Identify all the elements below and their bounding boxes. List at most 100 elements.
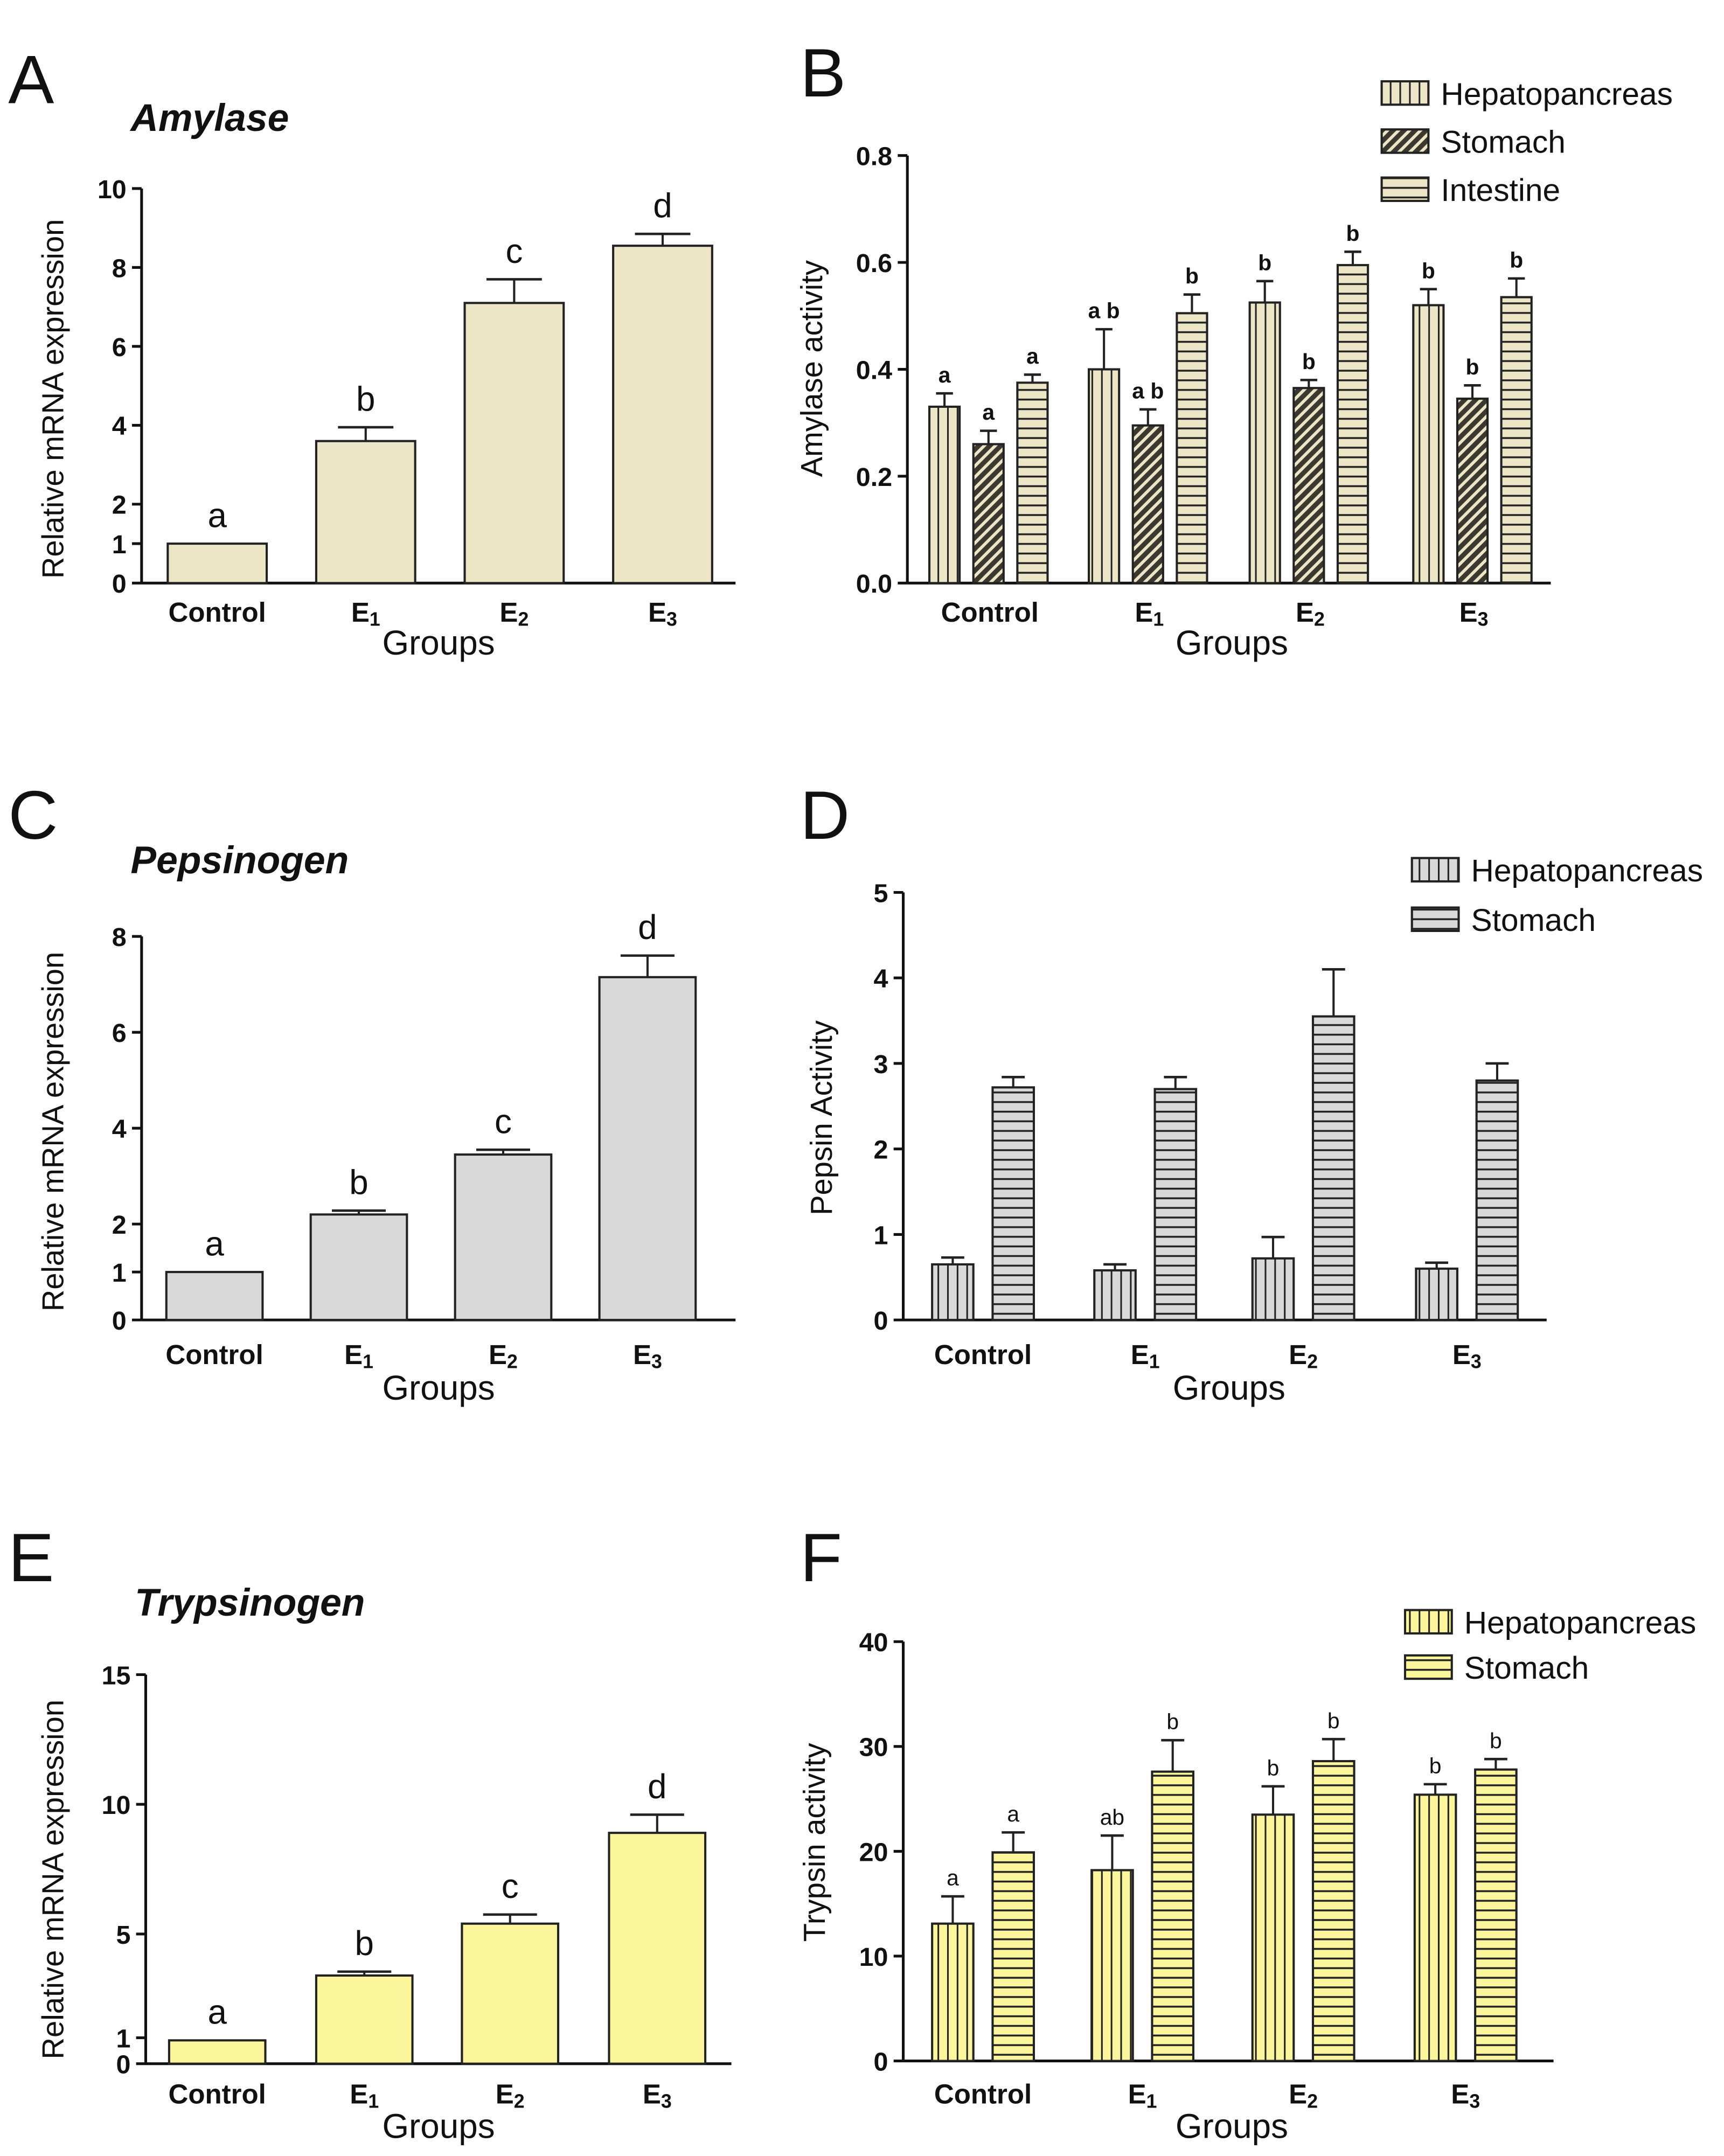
legend-swatch xyxy=(1403,1609,1453,1635)
x-tick-label: E3 xyxy=(1459,597,1489,630)
bar xyxy=(1251,1813,1295,2062)
bar xyxy=(1131,424,1164,585)
significance-letter: c xyxy=(505,232,523,270)
bar xyxy=(1415,1267,1458,1322)
x-tick-label: E1 xyxy=(344,1339,373,1373)
significance-letter: a xyxy=(947,1866,959,1890)
y-tick-label: 20 xyxy=(859,1838,888,1867)
bar xyxy=(991,1086,1035,1322)
significance-letter: b xyxy=(1510,247,1523,272)
y-tick-label: 2 xyxy=(874,1136,888,1165)
bar xyxy=(1475,1079,1519,1322)
bar xyxy=(315,1974,414,2065)
significance-letter: b xyxy=(354,1924,373,1963)
bar xyxy=(972,443,1005,585)
y-tick-label: 8 xyxy=(112,923,127,952)
y-tick-label: 4 xyxy=(112,1115,127,1144)
x-tick-label: E1 xyxy=(1128,2079,1157,2112)
legend-swatch xyxy=(1410,906,1460,932)
x-axis-label: Groups xyxy=(382,2106,495,2145)
significance-letter: b xyxy=(1258,250,1271,275)
y-tick-label: 40 xyxy=(859,1628,888,1657)
bar xyxy=(1413,1793,1457,2062)
y-tick-label: 4 xyxy=(874,964,888,993)
legend-swatch xyxy=(1410,857,1460,883)
legend-swatch xyxy=(1403,1654,1453,1680)
bar xyxy=(598,976,697,1322)
bar xyxy=(309,1213,408,1322)
x-tick-label: E2 xyxy=(499,597,529,630)
y-tick-label: 10 xyxy=(102,1791,131,1820)
y-tick-label: 3 xyxy=(874,1050,888,1079)
x-tick-label: Control xyxy=(941,597,1039,628)
significance-letter: a xyxy=(939,363,951,387)
x-axis-label: Groups xyxy=(1173,1368,1285,1407)
significance-letter: a b xyxy=(1088,298,1120,323)
significance-letter: a xyxy=(1007,1802,1019,1826)
x-tick-label: Control xyxy=(934,1339,1032,1370)
x-tick-label: E1 xyxy=(351,597,380,630)
significance-letter: b xyxy=(1185,263,1199,288)
bar xyxy=(1292,387,1325,585)
bar xyxy=(454,1153,553,1322)
bar xyxy=(608,1832,707,2065)
x-tick-label: Control xyxy=(934,2079,1032,2110)
y-tick-label: 6 xyxy=(112,333,127,362)
y-tick-label: 5 xyxy=(116,1921,130,1950)
y-tick-label: 1 xyxy=(116,2024,130,2053)
significance-letter: b xyxy=(1490,1728,1502,1753)
x-tick-label: E3 xyxy=(643,2079,672,2112)
panel-letter: C xyxy=(8,777,58,854)
bar xyxy=(1456,398,1489,585)
significance-letter: b xyxy=(1466,354,1479,379)
legend-swatch xyxy=(1380,80,1430,106)
legend-label: Intestine xyxy=(1441,173,1560,208)
y-tick-label: 5 xyxy=(874,879,888,908)
significance-letter: b xyxy=(1346,221,1360,246)
legend: Hepatopancreas Stomach Intestine xyxy=(1380,76,1673,208)
x-axis-label: Groups xyxy=(382,1368,495,1407)
panel-letter: E xyxy=(8,1519,54,1596)
x-tick-label: E3 xyxy=(1451,2079,1480,2112)
y-tick-label: 2 xyxy=(112,491,127,520)
y-axis-label: Relative mRNA expression xyxy=(36,1700,69,2060)
x-tick-label: E2 xyxy=(1296,597,1325,630)
chart-panel-d: D 0 1 2 3 4 5 Pepsin Activity Control E1 E2 E3 Group… xyxy=(800,777,1703,1407)
y-tick-label: 15 xyxy=(102,1661,131,1690)
y-axis-label: Amylase activity xyxy=(795,260,829,477)
legend-label: Stomach xyxy=(1441,125,1566,160)
x-tick-label: Control xyxy=(169,597,266,628)
significance-letter: b xyxy=(1166,1709,1179,1734)
y-tick-label: 0 xyxy=(116,2050,130,2080)
significance-letter: d xyxy=(638,908,657,947)
y-axis-label: Relative mRNA expression xyxy=(36,219,69,579)
bar xyxy=(1251,1257,1295,1322)
y-tick-label: 0.0 xyxy=(856,569,892,599)
panel-letter: F xyxy=(800,1519,842,1596)
chart-title: Trypsinogen xyxy=(135,1581,365,1624)
bar xyxy=(1090,1869,1134,2062)
chart-panel-a: A Amylase 0 1 2 4 6 8 10 Relative mRNA expression… xyxy=(8,41,736,662)
legend-label: Hepatopancreas xyxy=(1464,1605,1697,1640)
y-tick-label: 0 xyxy=(874,2047,888,2076)
x-tick-label: E1 xyxy=(1131,1339,1160,1373)
y-tick-label: 0.2 xyxy=(856,463,892,492)
bar xyxy=(1151,1770,1195,2062)
x-tick-label: E2 xyxy=(1289,1339,1318,1373)
panel-letter: A xyxy=(8,41,54,119)
significance-letter: c xyxy=(495,1102,512,1141)
significance-letter: b xyxy=(1302,349,1316,374)
panel-letter: B xyxy=(800,34,846,112)
x-tick-label: E3 xyxy=(633,1339,662,1373)
significance-letter: a xyxy=(205,1225,224,1263)
x-tick-label: E2 xyxy=(496,2079,525,2112)
significance-letter: b xyxy=(1422,258,1435,283)
significance-letter: b xyxy=(1429,1753,1442,1778)
panel-letter: D xyxy=(800,777,850,854)
bar xyxy=(928,405,961,585)
significance-letter: b xyxy=(356,379,375,418)
bar xyxy=(166,543,268,585)
significance-letter: b xyxy=(349,1163,368,1202)
